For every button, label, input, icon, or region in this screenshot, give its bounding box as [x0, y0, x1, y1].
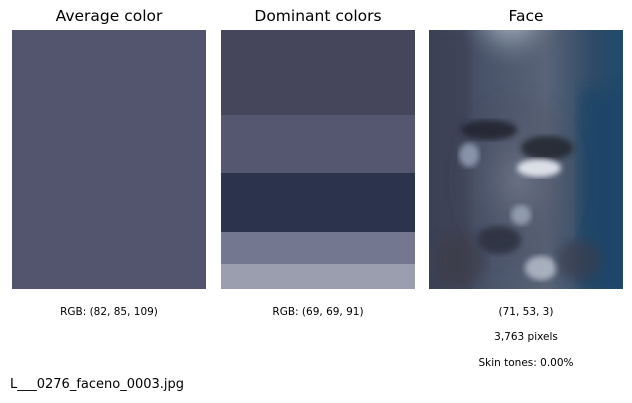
average-color-swatch: [12, 30, 206, 289]
image-filename: L___0276_faceno_0003.jpg: [10, 377, 185, 392]
dominant-colors-rgb-label: RGB: (69, 69, 91): [272, 306, 364, 318]
dominant-color-band: [221, 172, 415, 233]
dominant-color-band: [221, 30, 415, 115]
dominant-color-band: [221, 114, 415, 173]
dominant-color-band: [221, 232, 415, 265]
face-color-label: (71, 53, 3): [498, 306, 554, 318]
face-pixels-label: 3,763 pixels: [494, 331, 558, 343]
average-color-rgb-label: RGB: (82, 85, 109): [60, 306, 158, 318]
average-color-title: Average color: [55, 7, 163, 25]
dominant-colors-title: Dominant colors: [254, 7, 382, 25]
face-image: [429, 30, 623, 289]
face-title: Face: [508, 7, 544, 25]
face-skin-tones-label: Skin tones: 0.00%: [478, 357, 574, 369]
dominant-color-band: [221, 264, 415, 289]
dominant-colors-stack: [221, 30, 415, 289]
